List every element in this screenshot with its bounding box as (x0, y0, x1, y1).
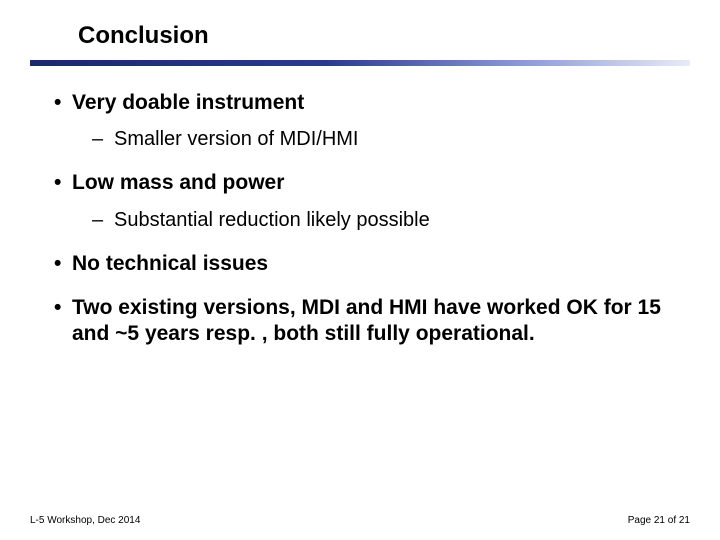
sub-bullet-text: Substantial reduction likely possible (114, 207, 430, 233)
bullet-item: • Two existing versions, MDI and HMI hav… (54, 295, 680, 348)
bullet-dash-icon: – (92, 207, 114, 233)
bullet-text: Two existing versions, MDI and HMI have … (72, 295, 680, 348)
bullet-item: • Low mass and power – Substantial reduc… (54, 170, 680, 232)
content-area: • Very doable instrument – Smaller versi… (0, 66, 720, 347)
bullet-list: • Very doable instrument – Smaller versi… (54, 90, 680, 347)
bullet-dot-icon: • (54, 170, 72, 196)
sub-bullet-list: – Substantial reduction likely possible (92, 207, 680, 233)
divider-wrap (0, 50, 720, 66)
sub-bullet-text: Smaller version of MDI/HMI (114, 126, 359, 152)
bullet-text: Very doable instrument (72, 90, 304, 116)
bullet-item: • No technical issues (54, 251, 680, 277)
bullet-dash-icon: – (92, 126, 114, 152)
footer-left: L-5 Workshop, Dec 2014 (30, 515, 140, 526)
bullet-dot-icon: • (54, 251, 72, 277)
bullet-item: • Very doable instrument – Smaller versi… (54, 90, 680, 152)
sub-bullet-item: – Substantial reduction likely possible (92, 207, 680, 233)
bullet-text: Low mass and power (72, 170, 284, 196)
footer-right: Page 21 of 21 (628, 515, 690, 526)
slide: Conclusion • Very doable instrument – Sm… (0, 0, 720, 540)
slide-title: Conclusion (78, 22, 720, 50)
title-area: Conclusion (0, 0, 720, 50)
bullet-text: No technical issues (72, 251, 268, 277)
sub-bullet-item: – Smaller version of MDI/HMI (92, 126, 680, 152)
bullet-dot-icon: • (54, 295, 72, 321)
bullet-dot-icon: • (54, 90, 72, 116)
sub-bullet-list: – Smaller version of MDI/HMI (92, 126, 680, 152)
